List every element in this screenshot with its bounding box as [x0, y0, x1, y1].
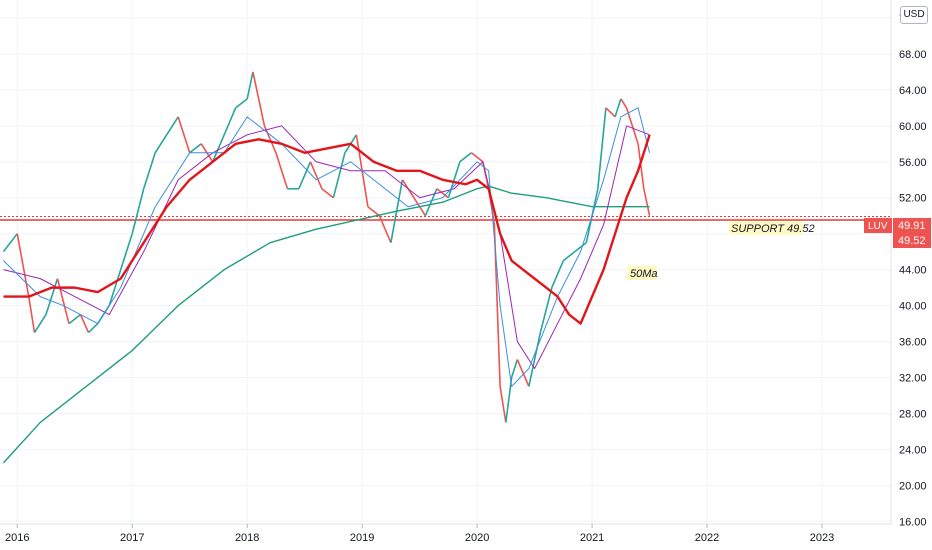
price-segment: [562, 251, 576, 262]
price-tick-label: 32.00: [899, 372, 927, 384]
price-segment: [447, 161, 461, 198]
price-segment: [154, 134, 168, 154]
support-price-label: 49.52: [898, 235, 926, 247]
price-segment: [27, 296, 36, 333]
price-segment: [516, 359, 530, 387]
price-segment: [68, 313, 81, 325]
price-segment: [551, 260, 565, 288]
price-segment: [505, 377, 513, 423]
price-tick-label: 44.00: [899, 265, 927, 277]
price-segment: [510, 359, 519, 378]
price-segment: [367, 206, 380, 217]
price-tick-label: 20.00: [899, 480, 927, 492]
price-segment: [378, 215, 392, 243]
price-tick-label: 36.00: [899, 337, 927, 349]
price-segment: [614, 98, 622, 118]
price-segment: [436, 188, 449, 199]
price-segment: [620, 98, 628, 109]
ma50-line: [3, 134, 651, 325]
price-segment: [539, 287, 553, 333]
price-series: [2, 71, 651, 423]
price-segment: [637, 143, 645, 189]
price-tick-label: 24.00: [899, 444, 927, 456]
price-segment: [16, 233, 30, 297]
price-segment: [79, 314, 90, 333]
ma-label: 50Ma: [630, 268, 658, 280]
support-line: [0, 216, 891, 221]
price-segment: [459, 152, 472, 163]
annotations: SUPPORT 49.52 50Ma LUV 49.91 49.52: [627, 218, 931, 280]
last-price-badge: [893, 218, 931, 233]
ticker-label: LUV: [868, 221, 888, 232]
last-price-label: 49.91: [898, 220, 926, 232]
time-tick-label: 2016: [5, 532, 29, 544]
price-segment: [625, 107, 639, 145]
price-segment: [235, 98, 248, 109]
support-label-bg: [729, 221, 803, 235]
time-tick-label: 2023: [810, 532, 834, 544]
price-segment: [321, 188, 334, 199]
price-segment: [499, 386, 507, 423]
price-segment: [2, 233, 18, 253]
time-tick-label: 2018: [235, 532, 259, 544]
price-segment: [33, 314, 47, 333]
price-tick-label: 16.00: [899, 516, 927, 528]
price-segment: [275, 152, 289, 189]
support-price-badge: [893, 233, 931, 248]
price-tick-label: 56.00: [899, 157, 927, 169]
price-tick-label: 64.00: [899, 85, 927, 97]
price-tick-label: 52.00: [899, 193, 927, 205]
price-segment: [119, 233, 133, 270]
price-segment: [131, 188, 145, 234]
price-segment: [87, 322, 99, 334]
price-segment: [177, 116, 191, 154]
price-tick-label: 60.00: [899, 121, 927, 133]
time-tick-label: 2022: [695, 532, 719, 544]
price-segment: [605, 107, 616, 118]
price-segment: [211, 134, 225, 163]
moving-averages: [2, 107, 651, 464]
price-tick-label: 68.00: [899, 49, 927, 61]
grid: [0, 0, 891, 524]
price-segment: [597, 107, 607, 189]
time-tick-label: 2021: [580, 532, 604, 544]
price-axis[interactable]: 72.0068.0064.0060.0056.0052.0048.0044.00…: [899, 13, 927, 528]
ticker-badge: [864, 218, 892, 233]
price-segment: [223, 107, 237, 136]
time-tick-label: 2020: [465, 532, 489, 544]
time-axis[interactable]: 2016 2017 2018 2019 2020 2021 2022 2023: [5, 524, 834, 544]
price-segment: [166, 116, 179, 136]
time-tick-label: 2019: [350, 532, 374, 544]
price-segment: [643, 188, 651, 216]
ma200-line: [2, 185, 650, 464]
price-tick-label: 28.00: [899, 408, 927, 420]
price-segment: [56, 278, 70, 324]
price-tick-label: 40.00: [899, 301, 927, 313]
price-segment: [528, 332, 542, 387]
price-segment: [246, 71, 254, 100]
price-segment: [252, 71, 266, 126]
support-label: SUPPORT 49.52: [731, 223, 815, 235]
price-segment: [332, 152, 346, 198]
price-segment: [470, 152, 484, 163]
price-segment: [189, 143, 202, 154]
currency-badge[interactable]: USD: [900, 6, 928, 24]
price-segment: [309, 161, 323, 190]
price-segment: [45, 278, 59, 315]
time-tick-label: 2017: [120, 532, 144, 544]
price-segment: [298, 161, 312, 190]
ma-fast-line: [3, 107, 651, 387]
price-segment: [108, 269, 122, 306]
ma-label-bg: [627, 266, 657, 280]
price-segment: [574, 242, 587, 253]
price-segment: [142, 152, 156, 189]
